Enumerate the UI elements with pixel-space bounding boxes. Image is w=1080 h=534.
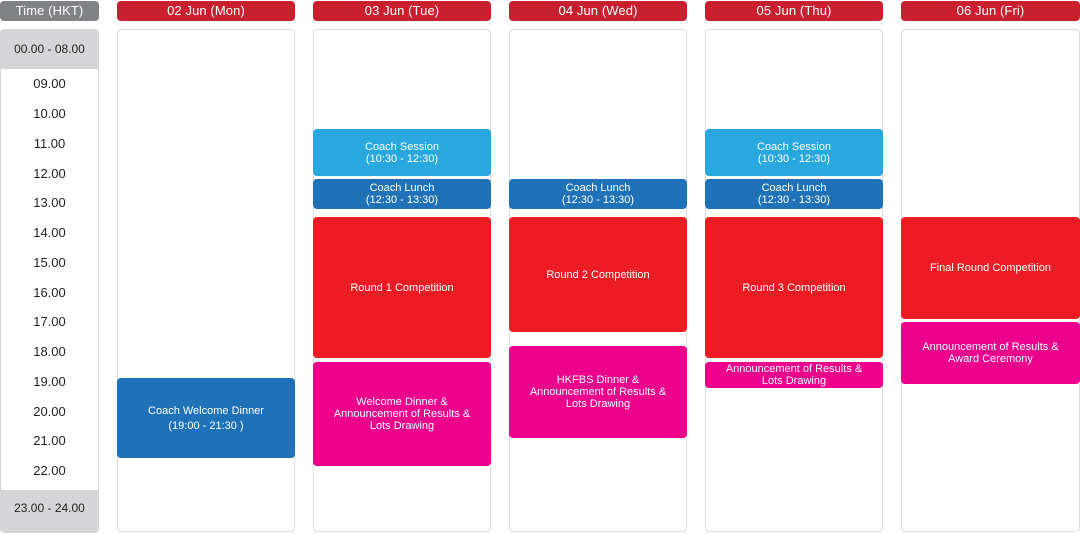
hour-label: 09.00 bbox=[33, 76, 66, 91]
event-line: HKFBS Dinner & bbox=[556, 374, 640, 386]
event-coach-session-thu[interactable]: Coach Session (10:30 - 12:30) bbox=[705, 129, 883, 176]
event-final-round-competition[interactable]: Final Round Competition bbox=[901, 217, 1080, 319]
event-coach-lunch-wed[interactable]: Coach Lunch (12:30 - 13:30) bbox=[509, 179, 687, 209]
event-title: Coach Session bbox=[757, 140, 831, 153]
event-round-1-competition[interactable]: Round 1 Competition bbox=[313, 217, 491, 358]
event-time: (12:30 - 13:30) bbox=[561, 194, 635, 206]
event-results-award-ceremony[interactable]: Announcement of Results & Award Ceremony bbox=[901, 322, 1080, 384]
event-title: Round 2 Competition bbox=[546, 268, 650, 281]
event-time: (12:30 - 13:30) bbox=[757, 194, 831, 206]
hour-label: 21.00 bbox=[33, 433, 66, 448]
event-coach-lunch-tue[interactable]: Coach Lunch (12:30 - 13:30) bbox=[313, 179, 491, 209]
event-title: Round 1 Competition bbox=[350, 281, 454, 294]
hour-label: 16.00 bbox=[33, 285, 66, 300]
hour-label: 14.00 bbox=[33, 225, 66, 240]
event-title: Coach Session bbox=[365, 140, 439, 153]
day-header-tue: 03 Jun (Tue) bbox=[313, 1, 491, 21]
event-title: Coach Lunch bbox=[565, 182, 631, 194]
event-coach-welcome-dinner[interactable]: Coach Welcome Dinner (19:00 - 21:30 ) bbox=[117, 378, 295, 458]
event-line: Announcement of Results & bbox=[529, 386, 667, 398]
hour-label: 11.00 bbox=[33, 136, 66, 151]
event-line: Announcement of Results & bbox=[725, 363, 863, 375]
time-band-late: 23.00 - 24.00 bbox=[1, 490, 98, 532]
event-coach-lunch-thu[interactable]: Coach Lunch (12:30 - 13:30) bbox=[705, 179, 883, 209]
event-title: Coach Lunch bbox=[369, 182, 435, 194]
event-title: Final Round Competition bbox=[929, 262, 1052, 274]
hour-label: 20.00 bbox=[33, 404, 66, 419]
time-column-header: Time (HKT) bbox=[0, 1, 99, 21]
event-welcome-dinner-results[interactable]: Welcome Dinner & Announcement of Results… bbox=[313, 362, 491, 466]
event-time: (19:00 - 21:30 ) bbox=[168, 419, 244, 432]
event-results-lots-drawing[interactable]: Announcement of Results & Lots Drawing bbox=[705, 362, 883, 388]
day-header-wed: 04 Jun (Wed) bbox=[509, 1, 687, 21]
event-coach-session-tue[interactable]: Coach Session (10:30 - 12:30) bbox=[313, 129, 491, 176]
event-line: Announcement of Results & bbox=[922, 341, 1059, 353]
hour-label: 22.00 bbox=[33, 463, 66, 478]
hour-label: 17.00 bbox=[33, 314, 66, 329]
event-line: Lots Drawing bbox=[369, 420, 435, 432]
event-title: Coach Lunch bbox=[761, 182, 827, 194]
event-title: Round 3 Competition bbox=[742, 281, 846, 294]
time-axis: 00.00 - 08.00 23.00 - 24.00 bbox=[0, 29, 99, 533]
event-line: Welcome Dinner & bbox=[356, 396, 448, 408]
hour-label: 10.00 bbox=[33, 106, 66, 121]
day-header-mon: 02 Jun (Mon) bbox=[117, 1, 295, 21]
event-round-2-competition[interactable]: Round 2 Competition bbox=[509, 217, 687, 332]
event-line: Announcement of Results & bbox=[333, 408, 471, 420]
day-header-thu: 05 Jun (Thu) bbox=[705, 1, 883, 21]
event-line: Award Ceremony bbox=[948, 353, 1033, 365]
event-round-3-competition[interactable]: Round 3 Competition bbox=[705, 217, 883, 358]
hour-label: 19.00 bbox=[33, 374, 66, 389]
day-header-fri: 06 Jun (Fri) bbox=[901, 1, 1080, 21]
event-time: (10:30 - 12:30) bbox=[757, 152, 831, 165]
event-title: Coach Welcome Dinner bbox=[148, 404, 264, 417]
event-line: Lots Drawing bbox=[761, 375, 827, 387]
event-line: Lots Drawing bbox=[565, 398, 631, 410]
time-band-early: 00.00 - 08.00 bbox=[1, 30, 98, 69]
event-time: (12:30 - 13:30) bbox=[365, 194, 439, 206]
hour-label: 12.00 bbox=[33, 166, 66, 181]
hour-label: 15.00 bbox=[33, 255, 66, 270]
event-time: (10:30 - 12:30) bbox=[365, 152, 439, 165]
event-hkfbs-dinner-results[interactable]: HKFBS Dinner & Announcement of Results &… bbox=[509, 346, 687, 438]
hour-label: 13.00 bbox=[33, 195, 66, 210]
hour-label: 18.00 bbox=[33, 344, 66, 359]
